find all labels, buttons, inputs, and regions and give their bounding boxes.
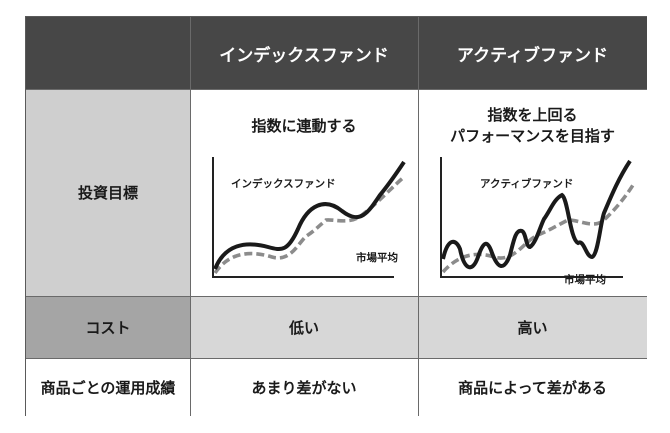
header-index-fund: インデックスファンド (190, 17, 418, 89)
row-divider-2 (26, 296, 647, 297)
column-divider-2 (418, 17, 419, 416)
index-market-average-label: 市場平均 (356, 251, 398, 264)
index-goal-cell: 指数に連動する インデックスファンド 市場平均 (190, 89, 418, 296)
active-goal-cell: 指数を上回る パフォーマンスを目指す アクティブファンド 市場平均 (418, 89, 647, 296)
header-corner-cell (26, 17, 190, 89)
active-market-average-line (441, 184, 635, 274)
active-goal-text-line-1: 指数を上回る (487, 106, 578, 124)
index-goal-text: 指数に連動する (251, 117, 357, 135)
active-fund-chart: アクティブファンド 市場平均 (440, 157, 635, 286)
active-fund-line-label: アクティブファンド (480, 177, 573, 190)
index-fund-line (213, 160, 406, 270)
row-divider-3 (26, 358, 647, 359)
header-active-fund: アクティブファンド (418, 17, 647, 89)
active-fund-line (441, 159, 632, 270)
active-performance-cell: 商品によって差がある (418, 358, 647, 416)
row-label-investment-goal: 投資目標 (26, 89, 190, 296)
active-goal-text-line-2: パフォーマンスを目指す (450, 127, 615, 145)
row-label-cost: コスト (26, 296, 190, 358)
column-divider-1 (190, 17, 191, 416)
row-divider-1 (26, 89, 647, 90)
active-cost-cell: 高い (418, 296, 647, 358)
index-performance-cell: あまり差がない (190, 358, 418, 416)
active-market-average-label: 市場平均 (564, 273, 606, 286)
index-fund-chart: インデックスファンド 市場平均 (212, 157, 406, 278)
comparison-table: インデックスファンド アクティブファンド 投資目標 指数に連動する インデックス… (25, 16, 647, 416)
index-fund-line-label: インデックスファンド (231, 177, 336, 190)
row-label-performance: 商品ごとの運用成績 (26, 358, 190, 416)
index-cost-cell: 低い (190, 296, 418, 358)
